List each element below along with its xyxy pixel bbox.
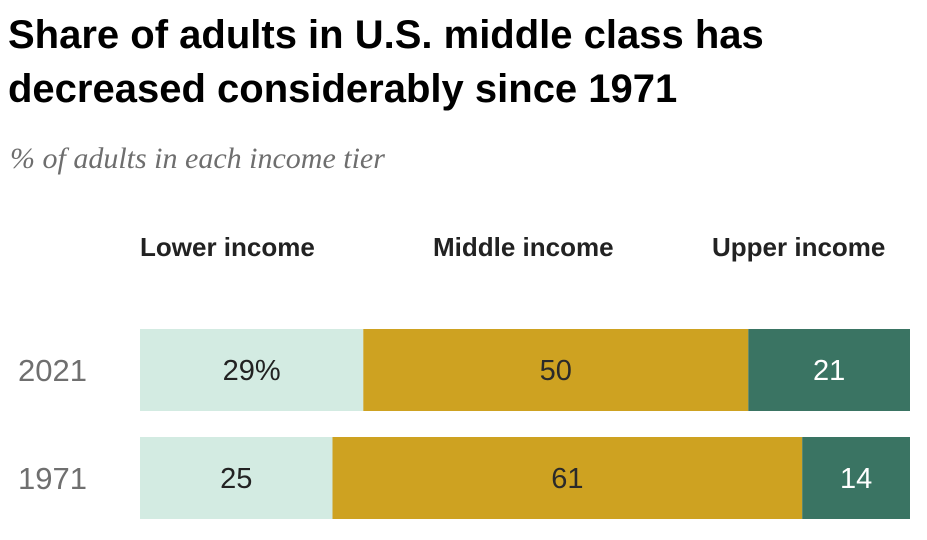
data-label-middle-income-1971: 61 <box>551 463 583 495</box>
data-label-upper-income-2021: 21 <box>813 355 845 387</box>
bar-row-2021: 2021 29% 50 21 <box>18 329 910 411</box>
chart-title: Share of adults in U.S. middle class has… <box>8 13 764 111</box>
bar-lower-income-2021 <box>140 329 364 411</box>
bar-upper-income-1971 <box>802 437 910 519</box>
bar-lower-income-1971 <box>140 437 333 519</box>
chart-rows: 2021 29% 50 21 1971 25 61 14 <box>18 329 910 519</box>
data-label-lower-income-1971: 25 <box>220 463 252 495</box>
legend-lower-income: Lower income <box>140 232 315 262</box>
bar-middle-income-2021 <box>363 329 749 411</box>
bar-middle-income-1971 <box>332 437 803 519</box>
legend-middle-income: Middle income <box>433 232 614 262</box>
year-label-1971: 1971 <box>18 461 87 496</box>
bar-upper-income-2021 <box>748 329 910 411</box>
data-label-lower-income-2021: 29% <box>223 355 281 387</box>
legend: Lower income Middle income Upper income <box>140 232 885 262</box>
chart-subtitle: % of adults in each income tier <box>10 142 385 175</box>
data-label-upper-income-1971: 14 <box>840 463 872 495</box>
bar-row-1971: 1971 25 61 14 <box>18 437 910 519</box>
data-label-middle-income-2021: 50 <box>540 355 572 387</box>
legend-upper-income: Upper income <box>712 232 885 262</box>
year-label-2021: 2021 <box>18 353 87 388</box>
